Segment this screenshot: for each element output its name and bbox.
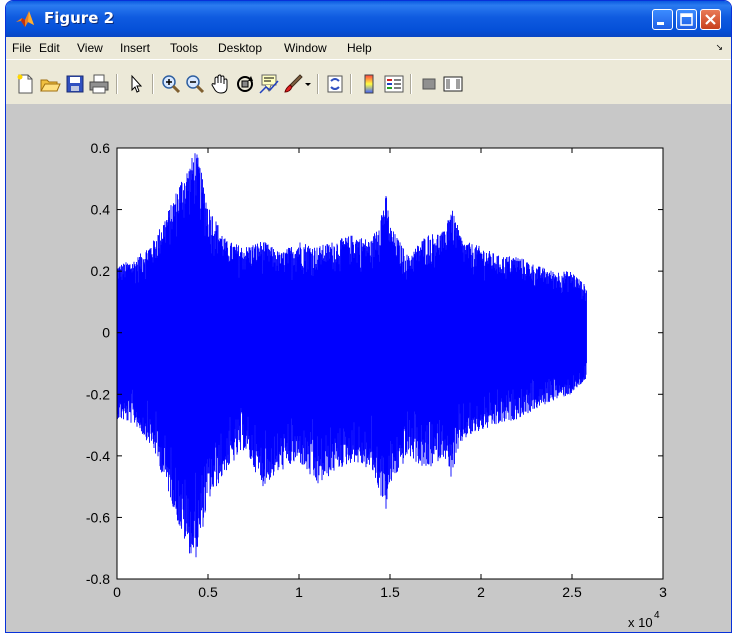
toolbar-separator <box>317 74 319 94</box>
close-button[interactable] <box>700 9 721 30</box>
hide-plot-tools-icon[interactable] <box>418 73 440 95</box>
y-tick-label: -0.6 <box>86 509 110 525</box>
x-axis-multiplier: x 10 <box>628 615 653 630</box>
brush-icon[interactable] <box>282 73 304 95</box>
pointer-icon[interactable] <box>126 73 148 95</box>
menu-tools[interactable]: Tools <box>170 41 199 55</box>
figure-window: Figure 2 File Edit View Insert Tools Des… <box>5 0 732 633</box>
new-figure-icon[interactable] <box>14 73 36 95</box>
x-tick-label: 1.5 <box>380 584 400 600</box>
show-plot-tools-icon[interactable] <box>442 73 464 95</box>
x-tick-label: 0 <box>113 584 121 600</box>
y-tick-label: 0.4 <box>91 202 111 218</box>
matlab-logo-icon <box>15 9 35 29</box>
y-tick-label: -0.8 <box>86 571 110 587</box>
zoom-out-icon[interactable] <box>184 73 206 95</box>
zoom-in-icon[interactable] <box>160 73 182 95</box>
toolbar-separator <box>152 74 154 94</box>
pan-hand-icon[interactable] <box>209 73 231 95</box>
title-bar[interactable]: Figure 2 <box>6 1 731 37</box>
menu-file[interactable]: File <box>12 41 32 55</box>
x-tick-label: 2 <box>477 584 485 600</box>
maximize-button[interactable] <box>676 9 697 30</box>
rotate-3d-icon[interactable] <box>234 73 256 95</box>
brush-dropdown-arrow-icon[interactable] <box>303 73 313 95</box>
figure-toolbar <box>6 59 731 105</box>
menu-help[interactable]: Help <box>347 41 372 55</box>
y-tick-label: 0 <box>102 325 110 341</box>
x-tick-label: 2.5 <box>562 584 582 600</box>
menu-desktop[interactable]: Desktop <box>218 41 263 55</box>
y-tick-label: 0.6 <box>91 140 111 156</box>
x-tick-label: 3 <box>659 584 667 600</box>
legend-icon[interactable] <box>383 73 405 95</box>
menu-view[interactable]: View <box>77 41 103 55</box>
toolbar-separator <box>410 74 412 94</box>
x-tick-label: 1 <box>295 584 303 600</box>
menu-insert[interactable]: Insert <box>120 41 151 55</box>
figure-canvas-area: 0.6 0.4 0.2 0 -0.2 -0.4 -0.6 -0.8 0 0.5 1 1.5 2 2.5 3 x… <box>6 104 731 632</box>
minimize-icon <box>657 22 664 25</box>
toolbar-separator <box>116 74 118 94</box>
data-cursor-icon[interactable] <box>258 73 280 95</box>
x-tick-label: 0.5 <box>198 584 218 600</box>
close-icon <box>705 14 716 25</box>
menu-edit[interactable]: Edit <box>39 41 60 55</box>
print-icon[interactable] <box>88 73 110 95</box>
open-file-icon[interactable] <box>39 73 61 95</box>
toolbar-separator <box>350 74 352 94</box>
colorbar-icon[interactable] <box>358 73 380 95</box>
save-icon[interactable] <box>64 73 86 95</box>
y-tick-label: 0.2 <box>91 263 111 279</box>
menu-bar: File Edit View Insert Tools Desktop Wind… <box>6 37 731 59</box>
plot-svg: 0.60.40.20-0.2-0.4-0.6-0.80 0.5 1 1.5 2 2.5 3x… <box>86 140 667 630</box>
window-title: Figure 2 <box>44 9 115 27</box>
x-axis-multiplier-exponent: 4 <box>654 610 660 621</box>
link-plot-icon[interactable] <box>324 73 346 95</box>
y-tick-label: -0.4 <box>86 448 110 464</box>
minimize-button[interactable] <box>652 9 673 30</box>
dock-arrow-icon[interactable]: ↘ <box>715 42 723 52</box>
maximize-icon <box>680 13 693 26</box>
y-tick-label: -0.2 <box>86 386 110 402</box>
menu-window[interactable]: Window <box>284 41 327 55</box>
